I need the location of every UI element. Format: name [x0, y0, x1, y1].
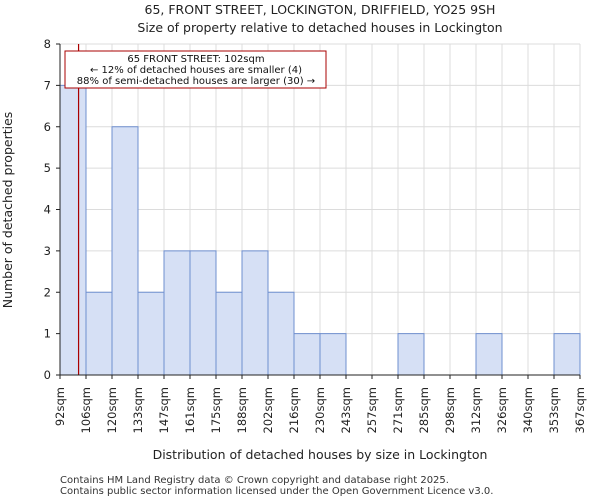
- bars: [59, 84, 581, 376]
- x-tick-label: 367sqm: [573, 387, 587, 433]
- footer-line-2: Contains public sector information licen…: [60, 486, 493, 497]
- bar: [319, 333, 347, 376]
- annotation-line-3: 88% of semi-detached houses are larger (…: [77, 76, 315, 87]
- bar: [85, 291, 113, 376]
- y-tick-label: 2: [44, 285, 51, 299]
- footer-line-1: Contains HM Land Registry data © Crown c…: [60, 475, 449, 486]
- x-axis-label: Distribution of detached houses by size …: [153, 447, 488, 462]
- x-tick-label: 271sqm: [391, 387, 405, 433]
- bar: [111, 126, 139, 376]
- annotation-box: 65 FRONT STREET: 102sqm ← 12% of detache…: [64, 50, 327, 89]
- x-tick-label: 175sqm: [209, 387, 223, 433]
- x-tick-labels: 92sqm 106sqm 120sqm 133sqm 147sqm 161sqm 175sq…: [53, 375, 587, 433]
- x-tick-label: 326sqm: [495, 387, 509, 433]
- y-tick-labels: 0 1 2 3 4 5 6 7 8: [44, 37, 60, 382]
- annotation-line-2: ← 12% of detached houses are smaller (4): [90, 65, 302, 76]
- x-tick-label: 133sqm: [131, 387, 145, 433]
- y-tick-label: 4: [44, 203, 51, 217]
- y-tick-label: 8: [44, 37, 51, 51]
- bar: [397, 333, 425, 376]
- bar: [475, 333, 503, 376]
- y-tick-label: 3: [44, 244, 51, 258]
- x-tick-label: 161sqm: [183, 387, 197, 433]
- x-tick-label: 340sqm: [521, 387, 535, 433]
- x-tick-label: 202sqm: [261, 387, 275, 433]
- y-tick-label: 1: [44, 327, 51, 341]
- bar: [241, 250, 269, 376]
- bar: [553, 333, 581, 376]
- x-tick-label: 188sqm: [235, 387, 249, 433]
- bar: [189, 250, 217, 376]
- y-tick-label: 5: [44, 161, 51, 175]
- x-tick-label: 312sqm: [469, 387, 483, 433]
- x-tick-label: 298sqm: [443, 387, 457, 433]
- x-tick-label: 243sqm: [339, 387, 353, 433]
- x-tick-label: 147sqm: [157, 387, 171, 433]
- x-tick-label: 257sqm: [365, 387, 379, 433]
- x-tick-label: 353sqm: [547, 387, 561, 433]
- y-tick-label: 7: [44, 78, 51, 92]
- bar: [215, 291, 243, 376]
- annotation-frame: [64, 50, 327, 89]
- x-tick-label: 92sqm: [53, 387, 67, 426]
- bar: [137, 291, 165, 376]
- chart-title: 65, FRONT STREET, LOCKINGTON, DRIFFIELD,…: [145, 2, 496, 17]
- y-axis-label: Number of detached properties: [0, 112, 15, 309]
- annotation-line-1: 65 FRONT STREET: 102sqm: [127, 54, 264, 65]
- y-tick-label: 0: [44, 368, 51, 382]
- x-tick-label: 120sqm: [105, 387, 119, 433]
- x-tick-label: 216sqm: [287, 387, 301, 433]
- x-tick-label: 106sqm: [79, 387, 93, 433]
- bar: [293, 333, 321, 376]
- y-tick-label: 6: [44, 120, 51, 134]
- bar: [163, 250, 191, 376]
- bar: [59, 84, 87, 376]
- chart-subtitle: Size of property relative to detached ho…: [137, 20, 502, 35]
- bar: [267, 291, 295, 376]
- x-tick-label: 230sqm: [313, 387, 327, 433]
- x-tick-label: 285sqm: [417, 387, 431, 433]
